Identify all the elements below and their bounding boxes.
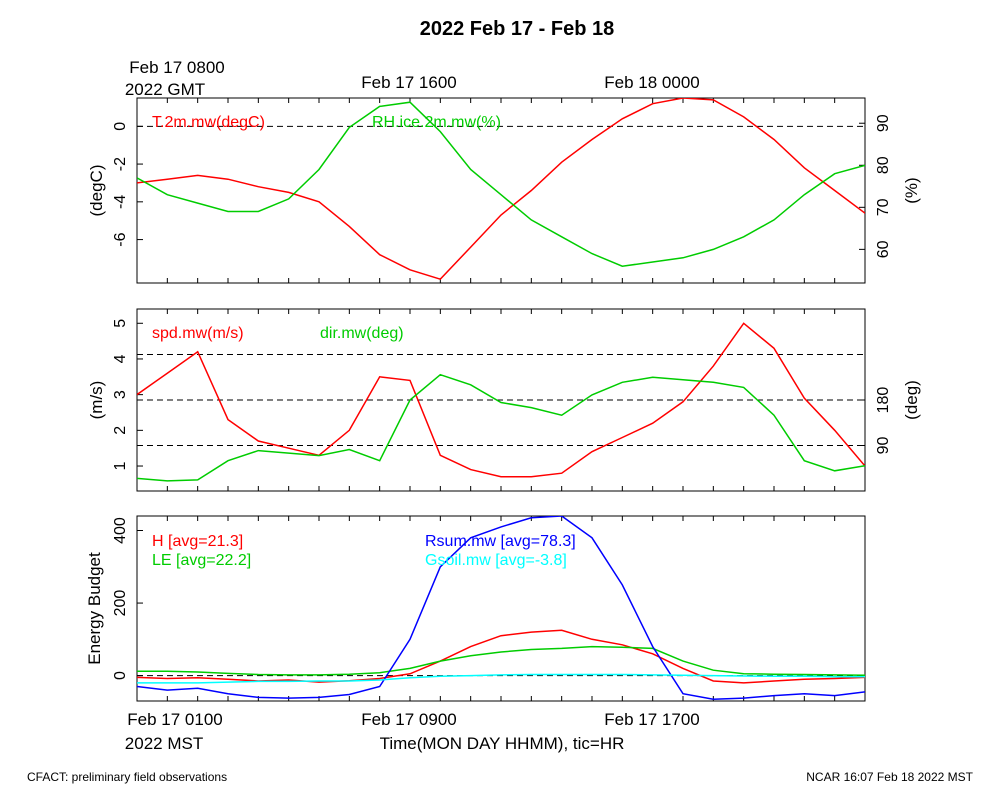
legend-entry: Gsoil.mw [avg=-3.8] (425, 552, 567, 569)
y-tick-label-left: 400 (112, 517, 129, 544)
y-tick-label-right: 80 (875, 156, 892, 174)
series-line-gsoil-mw (137, 673, 865, 684)
chart-title: 2022 Feb 17 - Feb 18 (420, 18, 615, 40)
y-tick-label-right: 180 (875, 387, 892, 414)
y-axis-title-left: (m/s) (87, 381, 106, 420)
y-axis-title-left: (degC) (87, 165, 106, 217)
y-tick-label-right: 90 (875, 114, 892, 132)
bottom-axis-mst-year: 2022 MST (125, 734, 203, 753)
y-tick-label-left: -4 (112, 195, 129, 209)
bottom-axis-label-3: Feb 17 1700 (604, 710, 699, 729)
series-line-dir-mw-deg- (137, 373, 865, 482)
top-axis-gmt-year: 2022 GMT (125, 80, 205, 99)
legend-entry: dir.mw(deg) (320, 325, 404, 342)
y-tick-label-right: 60 (875, 240, 892, 258)
y-tick-label-left: 0 (112, 122, 129, 131)
legend-entry: RH.ice.2m.mw(%) (372, 114, 501, 131)
bottom-axis-label-2: Feb 17 0900 (361, 710, 456, 729)
series-line-rh-ice-2m-mw- (137, 101, 865, 267)
bottom-axis-label-1: Feb 17 0100 (127, 710, 222, 729)
y-tick-label-left: 0 (112, 671, 129, 680)
top-axis-label-1: Feb 17 1600 (361, 73, 456, 92)
y-tick-label-left: 2 (112, 426, 129, 435)
legend-entry: T.2m.mw(degC) (152, 114, 265, 131)
footer-right: NCAR 16:07 Feb 18 2022 MST (806, 770, 973, 784)
y-tick-label-right: 70 (875, 198, 892, 216)
y-tick-label-left: 3 (112, 390, 129, 399)
series-line-le (137, 645, 865, 676)
legend-entry: Rsum.mw [avg=78.3] (425, 533, 576, 550)
y-tick-label-left: -6 (112, 232, 129, 246)
top-axis-label-2: Feb 18 0000 (604, 73, 699, 92)
y-tick-label-left: 4 (112, 354, 129, 363)
y-tick-label-left: 5 (112, 319, 129, 328)
legend-entry: H [avg=21.3] (152, 533, 243, 550)
series-line-t-2m-mw-degc- (137, 98, 865, 281)
y-axis-title-right: (%) (902, 177, 921, 203)
y-tick-label-left: 200 (112, 590, 129, 617)
series-line-spd-mw-m-s- (137, 322, 865, 478)
y-tick-label-left: 1 (112, 461, 129, 470)
series-line-rsum-mw (137, 516, 865, 700)
legend-entry: LE [avg=22.2] (152, 552, 251, 569)
chart-panels: 0 -2 -4 -6 90 80 70 60 (degC) (%) T.2m.mw(degC) RH.… (85, 97, 921, 702)
y-axis-title-left: Energy Budget (85, 552, 104, 665)
footer-left: CFACT: preliminary field observations (27, 770, 227, 784)
x-axis-title: Time(MON DAY HHMM), tic=HR (380, 734, 625, 753)
y-axis-title-right: (deg) (902, 380, 921, 420)
top-axis-gmt-first: Feb 17 0800 (129, 58, 224, 77)
y-tick-label-left: -2 (112, 157, 129, 171)
y-tick-label-right: 90 (875, 437, 892, 455)
legend-entry: spd.mw(m/s) (152, 325, 244, 342)
